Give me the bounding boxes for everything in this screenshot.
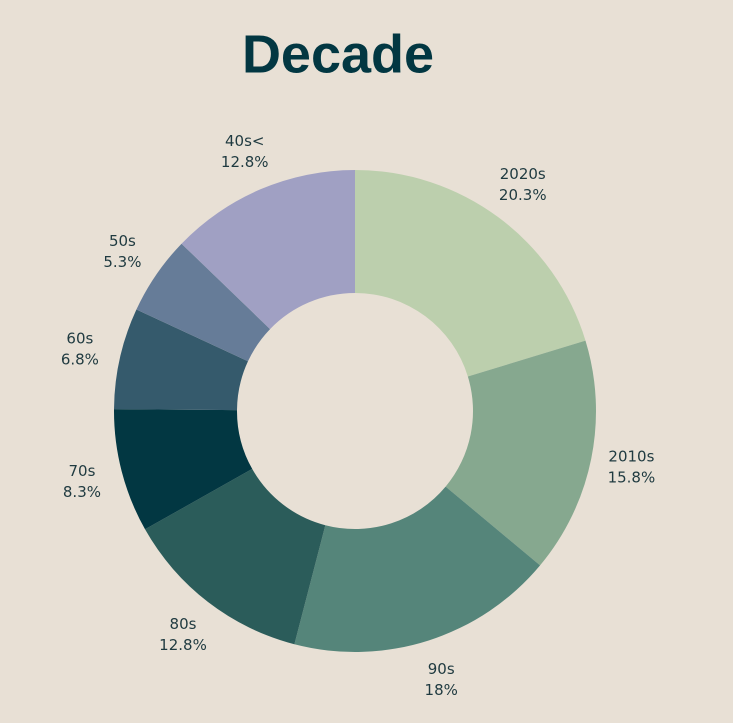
slice-category-label: 60s: [66, 330, 93, 348]
donut-slice: [114, 309, 248, 411]
slice-category-label: 50s: [109, 232, 136, 250]
slice-value-label: 8.3%: [63, 483, 101, 501]
slice-category-label: 90s: [428, 660, 455, 678]
slice-category-label: 80s: [170, 615, 197, 633]
donut-slice: [145, 468, 326, 645]
slice-value-label: 20.3%: [499, 186, 547, 204]
slice-category-label: 40s<: [225, 132, 264, 150]
donut-slice: [114, 409, 253, 530]
slice-value-label: 18%: [425, 681, 458, 699]
slice-value-label: 5.3%: [103, 253, 141, 271]
slice-value-label: 12.8%: [159, 636, 207, 654]
slice-category-label: 70s: [68, 462, 95, 480]
slice-value-label: 15.8%: [608, 468, 656, 486]
slice-category-label: 2020s: [500, 165, 546, 183]
donut-slice: [294, 486, 541, 652]
slice-value-label: 6.8%: [61, 351, 99, 369]
donut-slice: [181, 170, 355, 330]
slice-value-label: 12.8%: [221, 153, 269, 171]
donut-slice: [136, 243, 271, 362]
donut-slice: [355, 170, 586, 377]
slice-category-label: 2010s: [608, 447, 654, 465]
chart-title: Decade: [242, 24, 434, 84]
donut-slice: [445, 340, 596, 566]
